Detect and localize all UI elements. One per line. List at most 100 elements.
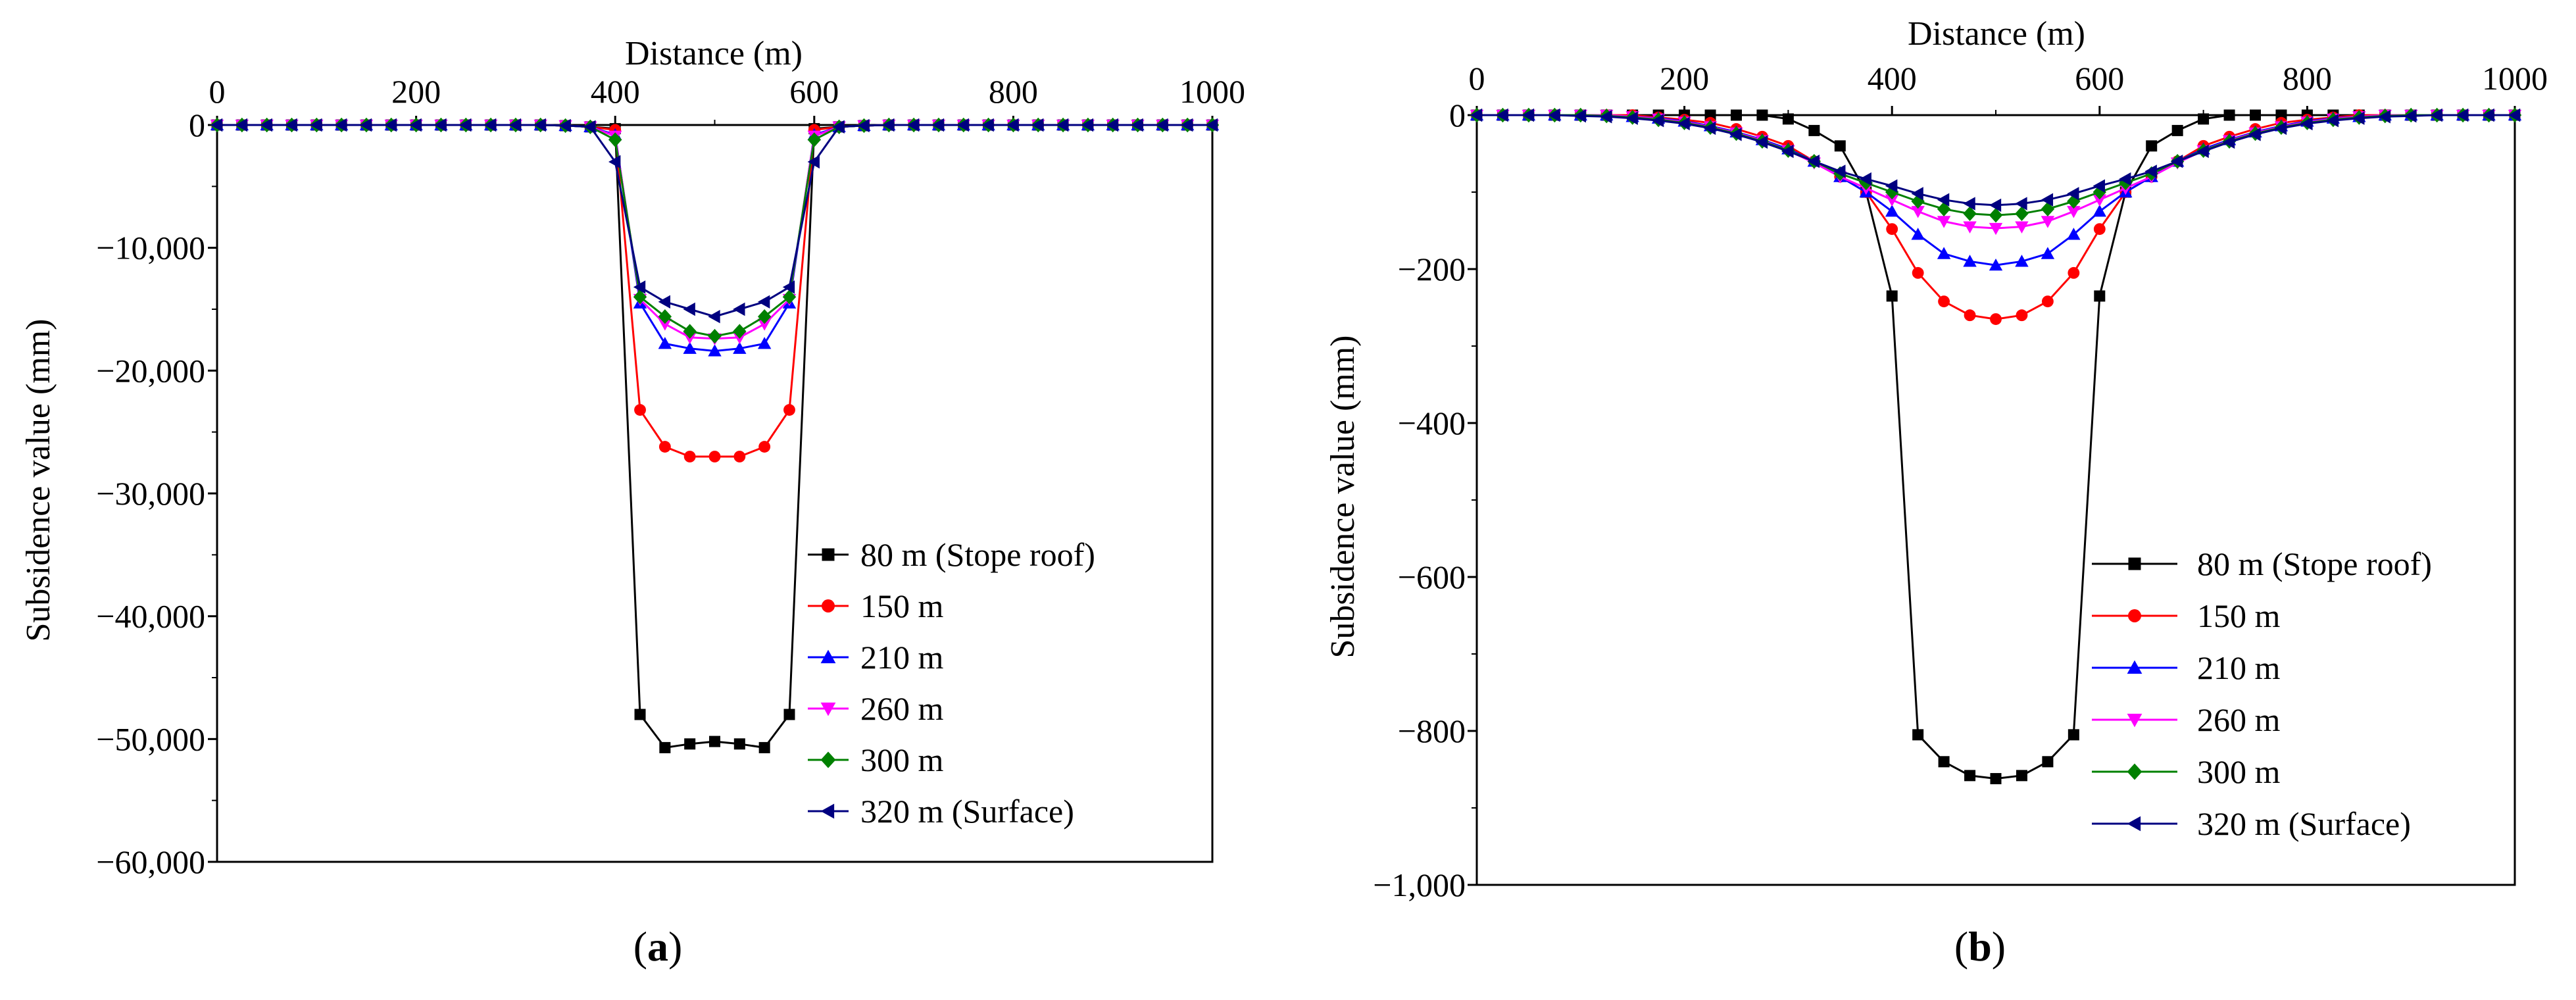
data-point-a-320 bbox=[533, 118, 546, 132]
data-point-a-320 bbox=[782, 280, 795, 294]
data-point-b-210 bbox=[1885, 205, 1899, 217]
series-line-b-210 bbox=[1477, 114, 2515, 266]
data-point-a-320 bbox=[558, 118, 571, 133]
data-point-a-320 bbox=[1006, 118, 1019, 132]
data-point-b-320 bbox=[1677, 116, 1690, 131]
data-point-b-320 bbox=[2119, 172, 2131, 186]
legend-label-b-320: 320 m (Surface) bbox=[2197, 805, 2411, 842]
data-point-a-320 bbox=[1081, 118, 1094, 132]
data-point-b-320 bbox=[1859, 172, 1871, 186]
data-point-b-80 bbox=[1808, 124, 1820, 136]
data-point-a-320 bbox=[708, 310, 720, 324]
legend-marker-a-260 bbox=[820, 702, 836, 716]
data-point-b-210 bbox=[2093, 205, 2106, 217]
data-point-b-300 bbox=[1963, 206, 1977, 221]
legend-marker-b-80 bbox=[2128, 557, 2141, 570]
data-point-b-320 bbox=[1729, 128, 1742, 141]
data-point-b-320 bbox=[2248, 128, 2261, 141]
x-tick-label-a: 800 bbox=[989, 73, 1038, 110]
legend-label-a-260: 260 m bbox=[860, 690, 944, 727]
data-point-b-300 bbox=[2015, 206, 2029, 221]
legend-label-a-80: 80 m (Stope roof) bbox=[860, 536, 1095, 573]
data-point-b-260 bbox=[2015, 221, 2029, 234]
legend-marker-b-210 bbox=[2127, 660, 2143, 674]
plot-area-b: 0 200 400 600 800 1000 0 −200 −400 −600 −800 −1,000… bbox=[1373, 60, 2548, 903]
legend-b: 80 m (Stope roof) 150 m 210 m 260 m 300 m 320… bbox=[2092, 545, 2432, 842]
x-tick-label-b: 1000 bbox=[2482, 60, 2548, 97]
series-line-b-300 bbox=[1477, 114, 2515, 216]
legend-marker-a-300 bbox=[820, 751, 836, 768]
data-point-b-320 bbox=[1781, 144, 1794, 159]
data-point-b-260 bbox=[1937, 216, 1951, 228]
data-point-a-320 bbox=[235, 118, 247, 132]
data-point-b-300 bbox=[2119, 175, 2133, 191]
series-line-a-260 bbox=[217, 124, 1212, 340]
data-point-b-320 bbox=[2170, 155, 2183, 168]
data-point-b-150 bbox=[2041, 295, 2054, 308]
panel-label-a: (a) bbox=[633, 923, 683, 970]
data-point-a-320 bbox=[1205, 118, 1218, 132]
data-point-a-300 bbox=[608, 132, 622, 147]
data-point-a-320 bbox=[1156, 118, 1168, 132]
data-point-a-260 bbox=[757, 318, 772, 331]
data-point-b-80 bbox=[2171, 124, 2183, 136]
x-tick-label-b: 600 bbox=[2075, 60, 2124, 97]
data-point-a-150 bbox=[758, 441, 771, 453]
data-point-b-320 bbox=[2041, 193, 2054, 207]
data-point-b-150 bbox=[1990, 313, 2002, 325]
data-point-a-300 bbox=[733, 324, 747, 339]
data-point-a-320 bbox=[434, 118, 447, 132]
plot-frame-a bbox=[216, 124, 1214, 863]
legend-marker-b-320 bbox=[2127, 816, 2141, 832]
data-point-a-300 bbox=[633, 289, 647, 305]
data-point-a-320 bbox=[310, 118, 322, 132]
y-tick-label-a: −30,000 bbox=[96, 475, 205, 512]
y-tick-label-b: −1,000 bbox=[1373, 866, 1466, 903]
data-point-a-320 bbox=[285, 118, 297, 132]
data-point-b-80 bbox=[1938, 756, 1950, 768]
data-point-a-320 bbox=[260, 118, 272, 132]
data-point-a-320 bbox=[459, 118, 472, 132]
data-point-a-80 bbox=[684, 738, 696, 750]
legend-label-b-210: 210 m bbox=[2197, 649, 2281, 686]
y-tick-label-b: −200 bbox=[1398, 251, 1466, 288]
data-point-a-320 bbox=[1106, 118, 1118, 132]
legend-label-b-300: 300 m bbox=[2197, 753, 2281, 790]
data-point-b-320 bbox=[2378, 110, 2390, 124]
x-tick-label-a: 400 bbox=[591, 73, 640, 110]
data-point-a-320 bbox=[1031, 118, 1044, 132]
data-point-a-150 bbox=[733, 451, 746, 463]
chart-panel-b: Distance (m) Subsidence value (mm) 0 200 4… bbox=[1324, 15, 2548, 970]
data-point-b-80 bbox=[1756, 109, 1768, 121]
y-tick-label-a: −60,000 bbox=[96, 843, 205, 880]
data-point-b-320 bbox=[2352, 111, 2365, 125]
data-point-a-320 bbox=[334, 118, 347, 132]
y-tick-label-a: −50,000 bbox=[96, 720, 205, 757]
data-point-b-210 bbox=[2015, 255, 2029, 267]
data-point-b-150 bbox=[1912, 266, 1924, 279]
data-point-b-320 bbox=[1807, 155, 1820, 168]
data-point-b-150 bbox=[1964, 309, 1976, 322]
data-point-b-260 bbox=[1911, 206, 1925, 218]
legend-marker-a-80 bbox=[822, 548, 835, 561]
data-point-a-210 bbox=[757, 337, 772, 349]
data-point-a-300 bbox=[708, 328, 722, 344]
data-point-b-80 bbox=[1912, 729, 1924, 741]
data-point-a-300 bbox=[757, 309, 772, 324]
data-point-b-210 bbox=[2067, 228, 2081, 240]
data-point-a-320 bbox=[733, 302, 745, 316]
data-point-a-300 bbox=[658, 309, 672, 324]
data-point-a-150 bbox=[683, 451, 696, 463]
data-point-a-320 bbox=[956, 118, 969, 132]
legend-marker-a-210 bbox=[820, 649, 836, 664]
y-tick-label-b: −600 bbox=[1398, 559, 1466, 595]
data-point-b-320 bbox=[2300, 116, 2313, 131]
data-point-b-300 bbox=[1989, 207, 2003, 223]
data-point-b-80 bbox=[1731, 109, 1742, 121]
data-point-b-80 bbox=[1964, 770, 1976, 782]
data-point-a-320 bbox=[931, 118, 945, 132]
data-point-b-320 bbox=[2404, 109, 2417, 123]
data-point-a-260 bbox=[658, 318, 672, 331]
data-point-b-320 bbox=[2067, 187, 2079, 201]
data-point-b-80 bbox=[1886, 290, 1898, 302]
